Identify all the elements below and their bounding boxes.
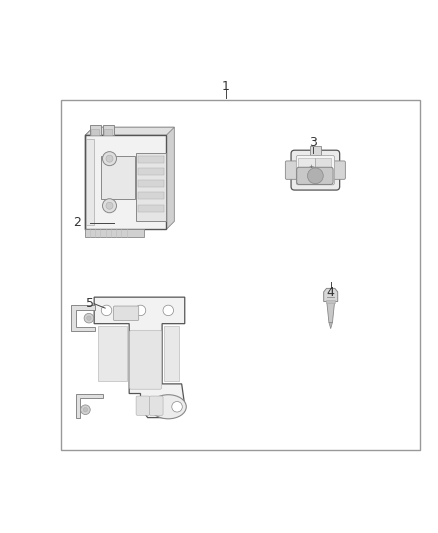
Polygon shape: [164, 326, 179, 382]
FancyBboxPatch shape: [291, 150, 340, 190]
Bar: [85, 229, 144, 237]
FancyBboxPatch shape: [297, 167, 333, 184]
Bar: [85, 135, 166, 229]
FancyBboxPatch shape: [130, 330, 162, 389]
Circle shape: [135, 305, 146, 316]
Text: 3: 3: [309, 136, 317, 149]
Polygon shape: [85, 127, 174, 135]
FancyBboxPatch shape: [314, 158, 331, 183]
Text: 2: 2: [73, 216, 81, 229]
Polygon shape: [327, 302, 335, 322]
Bar: [138, 205, 164, 212]
Circle shape: [163, 305, 173, 316]
Circle shape: [87, 316, 91, 320]
FancyBboxPatch shape: [285, 161, 297, 179]
Bar: [104, 128, 112, 135]
Polygon shape: [76, 393, 103, 418]
Bar: [86, 140, 94, 225]
FancyBboxPatch shape: [310, 146, 321, 155]
FancyBboxPatch shape: [149, 396, 163, 415]
Text: +: +: [308, 164, 314, 169]
Bar: [91, 128, 99, 135]
Bar: [136, 153, 166, 221]
Bar: [138, 168, 164, 175]
Polygon shape: [94, 297, 185, 418]
Text: 5: 5: [86, 297, 94, 310]
Circle shape: [83, 408, 88, 412]
Polygon shape: [329, 322, 332, 329]
Circle shape: [102, 199, 117, 213]
FancyBboxPatch shape: [298, 158, 315, 183]
Circle shape: [101, 305, 112, 316]
Polygon shape: [71, 305, 95, 331]
Bar: [138, 156, 164, 163]
Polygon shape: [85, 127, 174, 229]
Bar: [61, 100, 420, 450]
Polygon shape: [98, 326, 127, 382]
Circle shape: [106, 202, 113, 209]
Bar: [101, 156, 135, 199]
Ellipse shape: [150, 395, 186, 419]
Circle shape: [102, 151, 117, 166]
Circle shape: [84, 313, 94, 323]
FancyBboxPatch shape: [333, 161, 345, 179]
Bar: [138, 180, 164, 187]
Text: 4: 4: [327, 286, 335, 300]
Polygon shape: [103, 125, 114, 135]
Circle shape: [106, 155, 113, 162]
Circle shape: [172, 401, 182, 412]
Bar: [326, 300, 335, 303]
FancyBboxPatch shape: [296, 156, 334, 185]
Polygon shape: [324, 288, 338, 302]
Circle shape: [307, 168, 323, 184]
FancyBboxPatch shape: [136, 396, 150, 415]
FancyBboxPatch shape: [113, 306, 139, 320]
Circle shape: [81, 405, 90, 415]
Polygon shape: [90, 125, 101, 135]
Bar: [138, 192, 164, 199]
Text: 1: 1: [222, 79, 230, 93]
